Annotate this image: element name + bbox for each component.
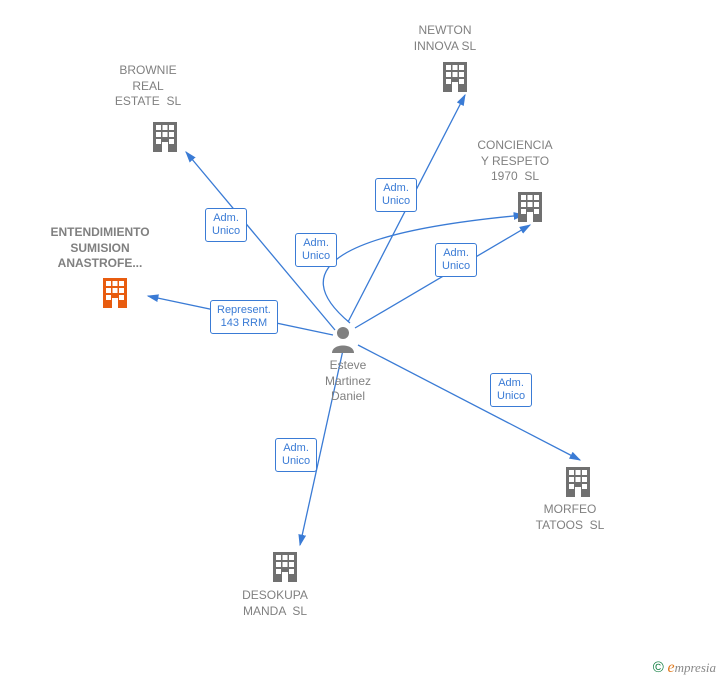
- building-icon: [270, 550, 300, 587]
- node-label-morfeo: MORFEO TATOOS SL: [510, 502, 630, 533]
- edge-label: Represent. 143 RRM: [210, 300, 278, 334]
- building-icon: [150, 120, 180, 157]
- edge-line: [323, 215, 524, 323]
- edge-line: [358, 345, 580, 460]
- logo-rest: mpresia: [675, 660, 716, 675]
- node-label-desokupa: DESOKUPA MANDA SL: [215, 588, 335, 619]
- edge-label: Adm. Unico: [275, 438, 317, 472]
- edge-label: Adm. Unico: [295, 233, 337, 267]
- edge-label: Adm. Unico: [435, 243, 477, 277]
- watermark: © empresia: [653, 659, 716, 677]
- copyright-symbol: ©: [653, 659, 664, 676]
- edge-label: Adm. Unico: [205, 208, 247, 242]
- central-person-label: Esteve Martinez Daniel: [313, 358, 383, 405]
- central-person-icon: [330, 325, 356, 358]
- node-label-newton: NEWTON INNOVA SL: [385, 23, 505, 54]
- logo-first-letter: e: [667, 659, 674, 676]
- node-label-conciencia: CONCIENCIA Y RESPETO 1970 SL: [455, 138, 575, 185]
- edge-label: Adm. Unico: [375, 178, 417, 212]
- building-icon: [100, 276, 130, 313]
- building-icon: [440, 60, 470, 97]
- node-label-entendimiento: ENTENDIMIENTO SUMISION ANASTROFE...: [40, 225, 160, 272]
- building-icon: [515, 190, 545, 227]
- edge-label: Adm. Unico: [490, 373, 532, 407]
- building-icon: [563, 465, 593, 502]
- node-label-brownie: BROWNIE REAL ESTATE SL: [88, 63, 208, 110]
